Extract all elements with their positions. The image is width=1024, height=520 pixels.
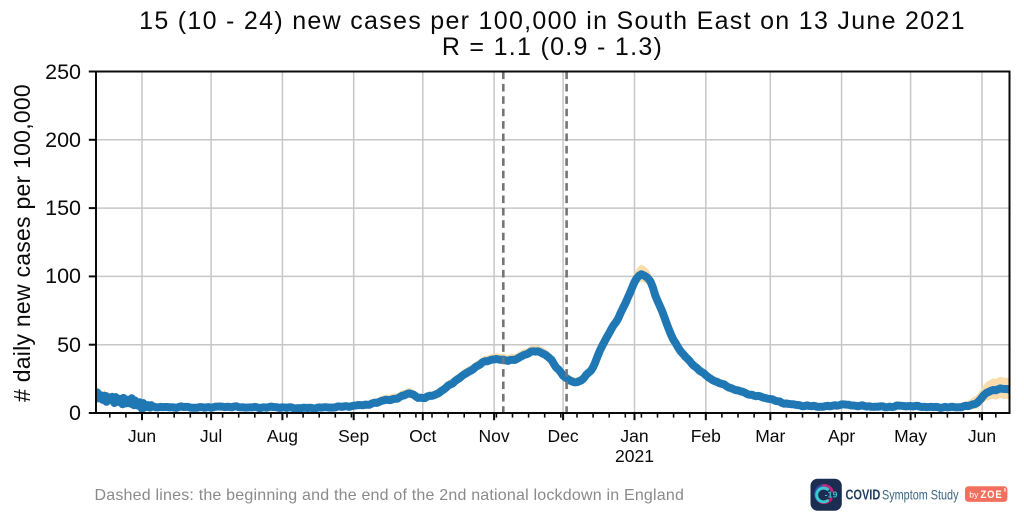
svg-text:by: by <box>969 490 979 500</box>
svg-text:COVID: COVID <box>846 488 881 504</box>
svg-text:ZOE: ZOE <box>981 489 1003 501</box>
svg-text:-19: -19 <box>825 489 838 499</box>
svg-text:Symptom Study: Symptom Study <box>882 487 959 503</box>
